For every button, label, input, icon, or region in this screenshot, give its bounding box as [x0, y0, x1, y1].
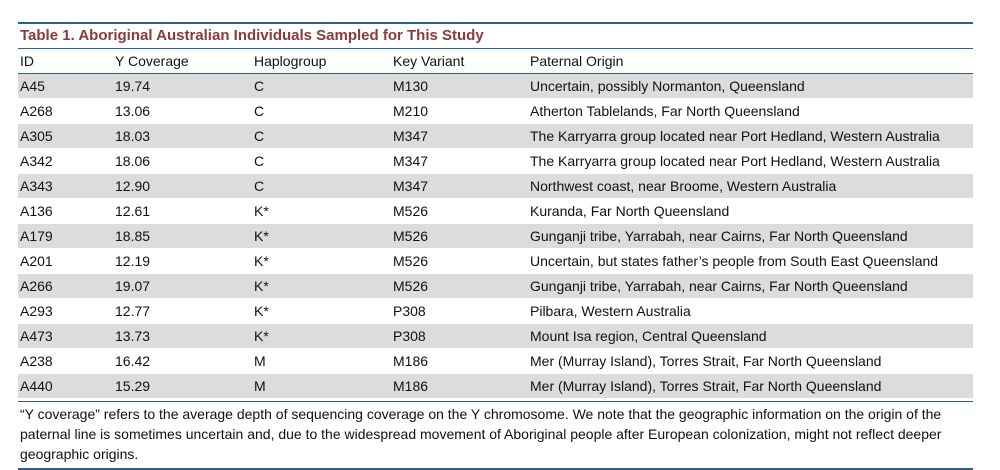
cell-paternal-origin: Northwest coast, near Broome, Western Au… [530, 178, 837, 194]
table-row: A343 12.90 C M347 Northwest coast, near Broo… [18, 173, 973, 199]
cell-id: A266 [20, 278, 53, 294]
table-row: A342 18.06 C M347 The Karryarra group locate… [18, 148, 973, 174]
header-key-variant: Key Variant [393, 53, 465, 69]
cell-paternal-origin: Kuranda, Far North Queensland [530, 203, 730, 219]
cell-paternal-origin: Pilbara, Western Australia [530, 303, 691, 319]
cell-y-coverage: 13.73 [115, 328, 151, 344]
cell-paternal-origin: The Karryarra group located near Port He… [530, 153, 940, 169]
cell-key-variant: M210 [393, 103, 429, 119]
cell-key-variant: M130 [393, 78, 429, 94]
cell-haplogroup: K* [254, 278, 269, 294]
cell-id: A45 [20, 78, 45, 94]
cell-key-variant: P308 [393, 303, 426, 319]
cell-y-coverage: 13.06 [115, 103, 151, 119]
cell-id: A440 [20, 378, 53, 394]
table-row: A201 12.19 K* M526 Uncertain, but states fat… [18, 248, 973, 274]
cell-id: A238 [20, 353, 53, 369]
table-row: A266 19.07 K* M526 Gunganji tribe, Yarrabah,… [18, 273, 973, 299]
top-rule [18, 22, 973, 24]
caption-rule [18, 48, 973, 49]
cell-y-coverage: 18.85 [115, 228, 151, 244]
cell-haplogroup: K* [254, 253, 269, 269]
cell-haplogroup: K* [254, 303, 269, 319]
table-footnote: “Y coverage” refers to the average depth… [20, 406, 942, 462]
cell-key-variant: M347 [393, 128, 429, 144]
cell-y-coverage: 12.19 [115, 253, 151, 269]
cell-y-coverage: 12.90 [115, 178, 151, 194]
cell-paternal-origin: Mer (Murray Island), Torres Strait, Far … [530, 378, 882, 394]
cell-haplogroup: K* [254, 203, 269, 219]
cell-key-variant: M526 [393, 203, 429, 219]
cell-y-coverage: 15.29 [115, 378, 151, 394]
table-caption: Table 1. Aboriginal Australian Individua… [20, 27, 484, 44]
cell-y-coverage: 12.61 [115, 203, 151, 219]
table-row: A136 12.61 K* M526 Kuranda, Far North Queens… [18, 198, 973, 224]
header-y-coverage: Y Coverage [115, 53, 189, 69]
table-row: A179 18.85 K* M526 Gunganji tribe, Yarrabah,… [18, 223, 973, 249]
data-table: ID Y Coverage Haplogroup Key Variant Pat… [18, 49, 973, 399]
table-row: A473 13.73 K* P308 Mount Isa region, Central… [18, 323, 973, 349]
cell-haplogroup: C [254, 103, 265, 119]
cell-paternal-origin: The Karryarra group located near Port He… [530, 128, 940, 144]
cell-key-variant: M186 [393, 353, 429, 369]
cell-y-coverage: 18.06 [115, 153, 151, 169]
cell-y-coverage: 19.07 [115, 278, 151, 294]
header-id: ID [20, 53, 34, 69]
cell-y-coverage: 18.03 [115, 128, 151, 144]
header-row: ID Y Coverage Haplogroup Key Variant Pat… [18, 49, 973, 74]
header-haplogroup: Haplogroup [254, 53, 327, 69]
cell-haplogroup: K* [254, 328, 269, 344]
cell-y-coverage: 12.77 [115, 303, 151, 319]
cell-key-variant: M526 [393, 228, 429, 244]
cell-y-coverage: 19.74 [115, 78, 151, 94]
cell-id: A179 [20, 228, 53, 244]
table-body: A45 19.74 C M130 Uncertain, possibly Normant… [18, 73, 973, 399]
cell-key-variant: M526 [393, 253, 429, 269]
cell-id: A201 [20, 253, 53, 269]
table-container: Table 1. Aboriginal Australian Individua… [18, 22, 973, 470]
cell-id: A305 [20, 128, 53, 144]
cell-id: A136 [20, 203, 53, 219]
cell-haplogroup: C [254, 178, 265, 194]
table-row: A293 12.77 K* P308 Pilbara, Western Australi… [18, 298, 973, 324]
cell-id: A342 [20, 153, 53, 169]
cell-haplogroup: M [254, 378, 266, 394]
cell-id: A268 [20, 103, 53, 119]
cell-haplogroup: C [254, 78, 265, 94]
cell-paternal-origin: Mer (Murray Island), Torres Strait, Far … [530, 353, 882, 369]
cell-key-variant: M347 [393, 153, 429, 169]
cell-paternal-origin: Gunganji tribe, Yarrabah, near Cairns, F… [530, 278, 908, 294]
table-row: A238 16.42 M M186 Mer (Murray Island), Torre… [18, 348, 973, 374]
footnote-rule [18, 401, 973, 402]
cell-paternal-origin: Uncertain, possibly Normanton, Queenslan… [530, 78, 805, 94]
header-paternal-origin: Paternal Origin [530, 53, 624, 69]
cell-haplogroup: M [254, 353, 266, 369]
cell-key-variant: M526 [393, 278, 429, 294]
cell-id: A293 [20, 303, 53, 319]
cell-key-variant: M186 [393, 378, 429, 394]
cell-paternal-origin: Atherton Tablelands, Far North Queenslan… [530, 103, 800, 119]
cell-y-coverage: 16.42 [115, 353, 151, 369]
cell-paternal-origin: Gunganji tribe, Yarrabah, near Cairns, F… [530, 228, 908, 244]
cell-key-variant: P308 [393, 328, 426, 344]
cell-haplogroup: C [254, 153, 265, 169]
table-row: A305 18.03 C M347 The Karryarra group locate… [18, 123, 973, 149]
cell-id: A473 [20, 328, 53, 344]
cell-paternal-origin: Mount Isa region, Central Queensland [530, 328, 767, 344]
table-row: A440 15.29 M M186 Mer (Murray Island), Torre… [18, 373, 973, 399]
cell-id: A343 [20, 178, 53, 194]
cell-haplogroup: C [254, 128, 265, 144]
table-row: A268 13.06 C M210 Atherton Tablelands, Far N… [18, 98, 973, 124]
cell-haplogroup: K* [254, 228, 269, 244]
cell-key-variant: M347 [393, 178, 429, 194]
table-row: A45 19.74 C M130 Uncertain, possibly Normant… [18, 73, 973, 99]
cell-paternal-origin: Uncertain, but states father’s people fr… [530, 253, 939, 269]
